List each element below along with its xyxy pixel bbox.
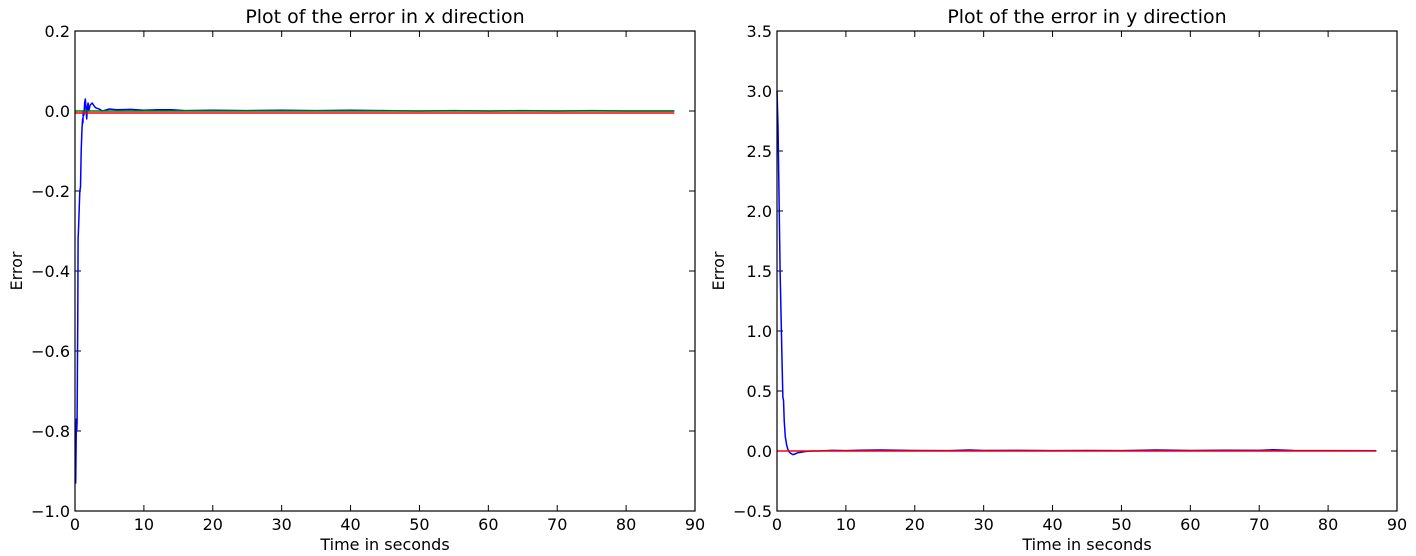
y-error-title: Plot of the error in y direction <box>947 6 1226 28</box>
y-error-xtick-label: 90 <box>1387 515 1407 534</box>
x-error-ytick-label: −1.0 <box>31 502 70 521</box>
y-error-xlabel: Time in seconds <box>1021 535 1151 554</box>
y-error-xtick-label: 10 <box>836 515 856 534</box>
x-error-xtick-label: 0 <box>70 515 80 534</box>
y-error-ytick-label: 3.0 <box>747 82 772 101</box>
y-error-xtick-label: 60 <box>1180 515 1200 534</box>
x-error-xtick-label: 20 <box>203 515 223 534</box>
y-error-xtick-label: 80 <box>1318 515 1338 534</box>
y-error-ylabel: Error <box>709 251 728 290</box>
x-error-xtick-label: 50 <box>409 515 429 534</box>
x-error-plot-frame <box>74 30 696 512</box>
y-error-xtick-label: 70 <box>1249 515 1269 534</box>
y-error-ytick-label: 2.0 <box>747 202 772 221</box>
x-error-ytick-label: −0.8 <box>31 422 70 441</box>
x-error-series-line-1 <box>74 98 675 484</box>
x-error-xtick-label: 90 <box>685 515 705 534</box>
x-error-xtick-label: 30 <box>271 515 291 534</box>
y-error-ytick-label: 2.5 <box>747 142 772 161</box>
x-error-ytick-label: −0.6 <box>31 342 70 361</box>
y-error-panel: Plot of the error in y direction Time in… <box>709 6 1407 554</box>
x-error-ytick-label: 0.0 <box>45 102 70 121</box>
x-error-xtick-label: 70 <box>547 515 567 534</box>
x-error-panel: Plot of the error in x direction Time in… <box>7 6 705 554</box>
y-error-xtick-label: 40 <box>1042 515 1062 534</box>
x-error-xtick-label: 80 <box>616 515 636 534</box>
y-error-ytick-label: 0.0 <box>747 442 772 461</box>
y-error-ytick-label: 0.5 <box>747 382 772 401</box>
x-error-ytick-label: 0.2 <box>45 22 70 41</box>
y-error-ytick-label: 1.5 <box>747 262 772 281</box>
y-error-ytick-label: 3.5 <box>747 22 772 41</box>
x-error-xlabel: Time in seconds <box>319 535 449 554</box>
y-error-xtick-label: 50 <box>1111 515 1131 534</box>
y-error-xtick-label: 20 <box>905 515 925 534</box>
y-error-xtick-label: 30 <box>973 515 993 534</box>
x-error-xtick-label: 40 <box>340 515 360 534</box>
x-error-xtick-label: 60 <box>478 515 498 534</box>
x-error-title: Plot of the error in x direction <box>245 6 524 28</box>
x-error-ylabel: Error <box>7 251 26 290</box>
x-error-xtick-label: 10 <box>134 515 154 534</box>
x-error-ytick-label: −0.2 <box>31 182 70 201</box>
y-error-ytick-label: 1.0 <box>747 322 772 341</box>
y-error-xtick-label: 0 <box>772 515 782 534</box>
y-error-series-line-1 <box>776 90 1377 456</box>
y-error-plot-frame <box>776 30 1398 512</box>
x-error-ytick-label: −0.4 <box>31 262 70 281</box>
y-error-ytick-label: −0.5 <box>733 502 772 521</box>
